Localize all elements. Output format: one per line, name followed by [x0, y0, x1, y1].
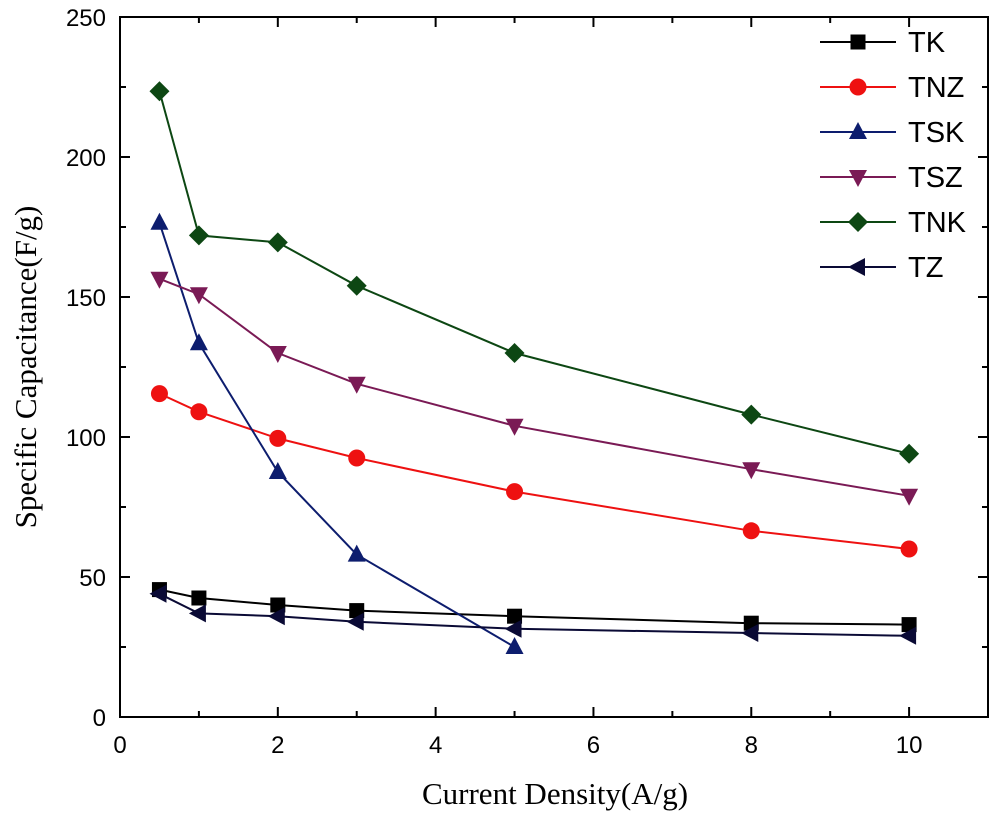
- data-point-tnz: [900, 540, 918, 558]
- data-point-tsz: [900, 488, 919, 506]
- data-point-tz: [346, 612, 364, 631]
- data-point-tz: [267, 607, 285, 626]
- data-point-tnz: [269, 429, 287, 447]
- x-axis-title: Current Density(A/g): [422, 776, 688, 811]
- x-tick-label: 0: [113, 732, 126, 759]
- x-tick-label: 2: [271, 732, 284, 759]
- legend-item-tz: TZ: [820, 252, 943, 284]
- data-point-tk: [191, 590, 207, 606]
- y-tick-label: 50: [79, 565, 106, 592]
- legend-label-tsk: TSK: [908, 117, 965, 149]
- data-point-tnk: [149, 81, 170, 102]
- data-point-tsz: [347, 376, 366, 394]
- y-tick-label: 150: [66, 285, 106, 312]
- legend-marker-tz: [848, 258, 865, 276]
- data-point-tsz: [268, 346, 287, 363]
- data-point-tsz: [505, 418, 524, 436]
- data-point-tnz: [190, 403, 208, 421]
- legend-label-tsz: TSZ: [908, 162, 963, 194]
- data-point-tnz: [348, 449, 366, 467]
- series-line-tnk: [158, 90, 910, 455]
- data-point-tz: [899, 626, 917, 645]
- series-tnz: [150, 385, 918, 558]
- legend-label-tz: TZ: [908, 252, 943, 284]
- data-point-tnk: [741, 404, 762, 425]
- x-tick-label: 6: [587, 732, 600, 759]
- data-point-tsk: [150, 212, 169, 230]
- series-layer: [149, 81, 920, 654]
- data-point-tz: [504, 619, 522, 638]
- series-tsz: [150, 271, 919, 506]
- legend-marker-tk: [850, 34, 866, 50]
- legend-item-tnz: TNZ: [820, 72, 964, 104]
- series-tsk: [150, 212, 524, 654]
- data-point-tnk: [346, 275, 367, 296]
- x-tick-label: 10: [896, 732, 923, 759]
- y-axis-title: Specific Capacitance(F/g): [8, 206, 43, 529]
- legend: TK TNZ TSK TSZ TNK TZ: [820, 27, 967, 284]
- data-point-tsk: [505, 637, 524, 654]
- data-point-tz: [188, 604, 206, 623]
- data-point-tnk: [899, 443, 920, 464]
- data-point-tnz: [742, 522, 760, 540]
- data-point-tnk: [267, 232, 288, 253]
- series-tz: [149, 584, 917, 645]
- data-point-tz: [741, 624, 759, 642]
- legend-label-tk: TK: [908, 27, 946, 59]
- data-point-tk: [507, 608, 523, 624]
- x-tick-label: 4: [429, 732, 442, 759]
- legend-marker-tsk: [849, 122, 867, 139]
- series-line-tnz: [159, 392, 910, 550]
- x-tick-label: 8: [745, 732, 758, 759]
- data-point-tsz: [150, 271, 169, 289]
- data-point-tnz: [150, 385, 168, 403]
- data-point-tsk: [347, 544, 366, 562]
- legend-item-tsz: TSZ: [820, 162, 963, 194]
- y-tick-label: 250: [66, 5, 106, 32]
- data-point-tsk: [268, 462, 287, 479]
- y-tick-label: 100: [66, 425, 106, 452]
- data-point-tnk: [188, 225, 209, 246]
- series-line-tsk: [158, 222, 516, 648]
- legend-item-tnk: TNK: [820, 207, 967, 239]
- data-point-tnk: [504, 343, 525, 363]
- data-point-tsz: [742, 462, 761, 480]
- legend-label-tnk: TNK: [908, 207, 967, 239]
- series-tk: [151, 582, 917, 633]
- y-tick-label: 0: [93, 705, 106, 732]
- plot-frame: [119, 16, 989, 718]
- legend-label-tnz: TNZ: [908, 72, 964, 104]
- data-point-tsk: [189, 333, 208, 351]
- data-point-tnz: [506, 483, 524, 501]
- data-point-tz: [149, 584, 167, 603]
- legend-item-tsk: TSK: [820, 117, 965, 149]
- legend-marker-tsz: [849, 170, 867, 187]
- series-tnk: [149, 81, 920, 464]
- legend-marker-tnk: [848, 212, 868, 232]
- legend-marker-tnz: [849, 78, 867, 96]
- legend-item-tk: TK: [820, 27, 946, 59]
- y-tick-label: 200: [66, 145, 106, 172]
- data-point-tsz: [189, 287, 208, 305]
